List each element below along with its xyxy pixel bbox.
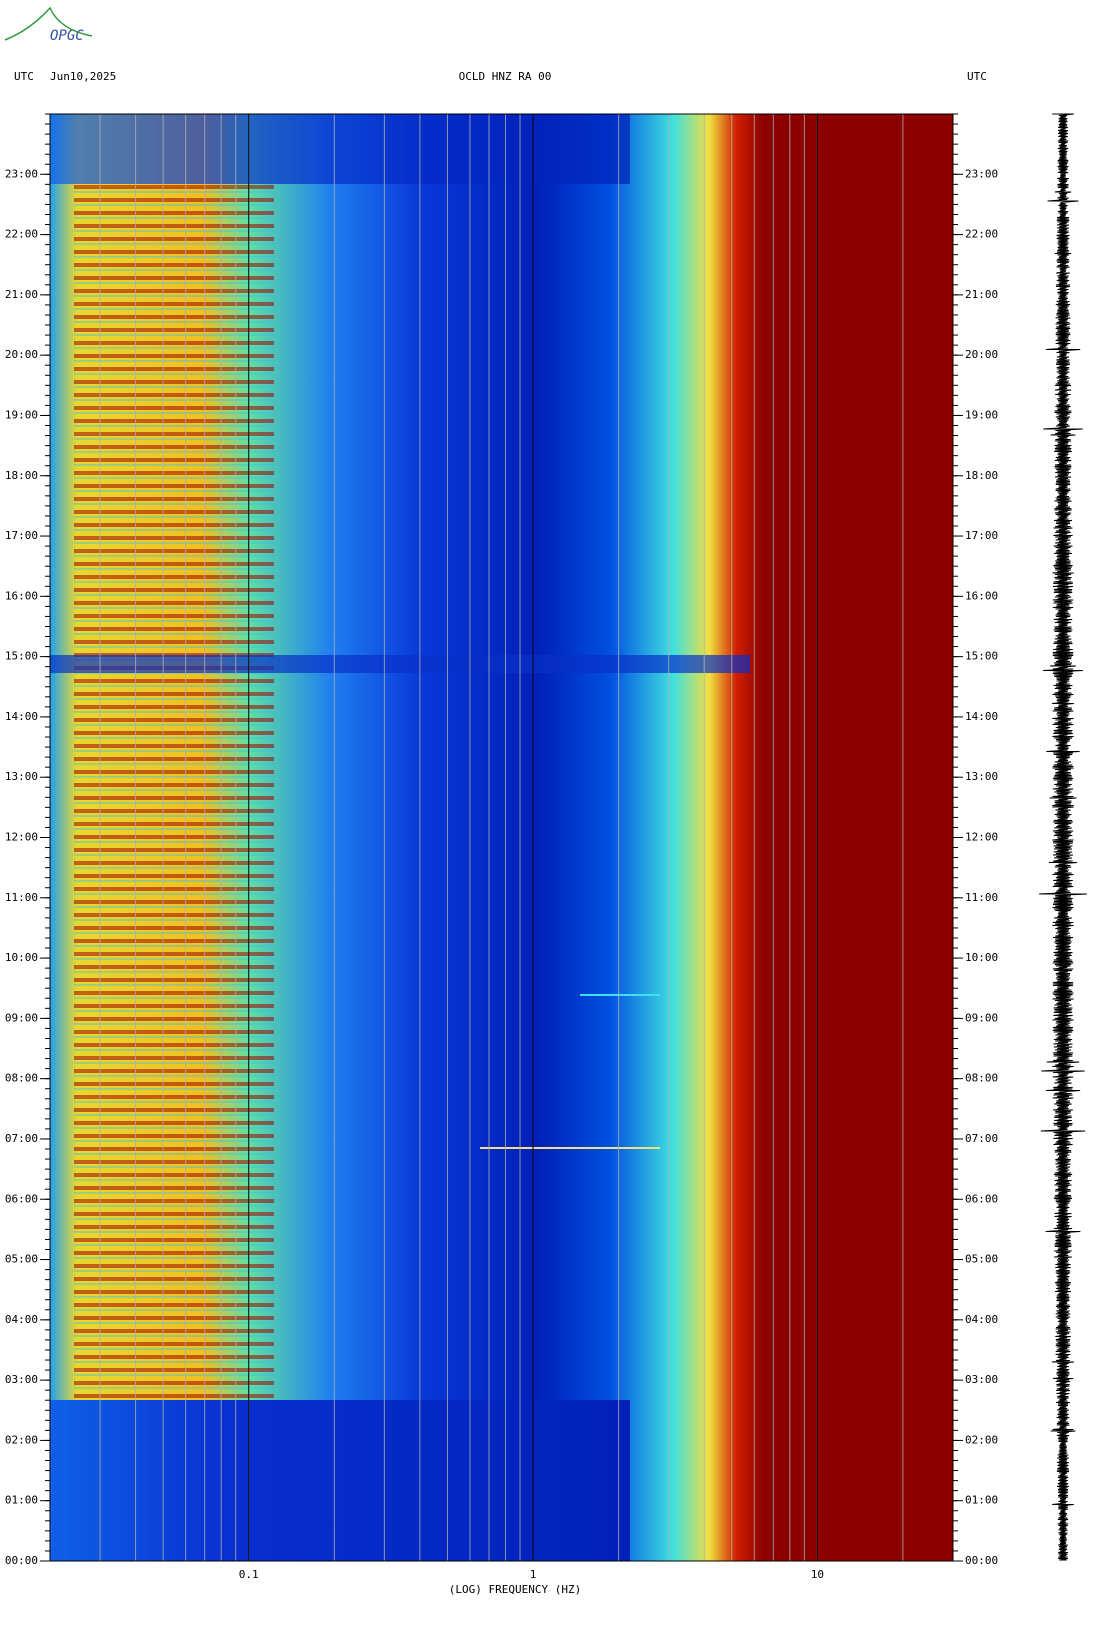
y-tick-label: 09:00 (5, 1011, 38, 1024)
y-tick-label: 20:00 (5, 348, 38, 361)
y-tick-label: 16:00 (965, 589, 998, 602)
y-tick-label: 02:00 (5, 1433, 38, 1446)
y-tick-label: 20:00 (965, 348, 998, 361)
y-tick-label: 22:00 (5, 228, 38, 241)
y-tick-label: 05:00 (5, 1253, 38, 1266)
y-tick-label: 12:00 (5, 831, 38, 844)
logo-mark (4, 6, 93, 41)
y-tick-label: 06:00 (965, 1192, 998, 1205)
spectrogram-quiet (50, 1400, 630, 1561)
header-left: UTC (14, 70, 34, 83)
y-tick-label: 23:00 (965, 167, 998, 180)
y-tick-label: 07:00 (5, 1132, 38, 1145)
y-tick-label: 03:00 (5, 1373, 38, 1386)
waveform (1039, 113, 1087, 1561)
y-tick-label: 18:00 (5, 469, 38, 482)
y-tick-label: 21:00 (5, 288, 38, 301)
y-tick-label: 07:00 (965, 1132, 998, 1145)
logo: OPGC (50, 28, 84, 44)
spectrogram-gap (50, 655, 750, 673)
date: Jun10,2025 (50, 70, 116, 83)
y-tick-label: 12:00 (965, 831, 998, 844)
y-tick-label: 06:00 (5, 1192, 38, 1205)
spectrogram-quiet (50, 114, 630, 184)
y-tick-label: 05:00 (965, 1253, 998, 1266)
y-tick-label: 04:00 (5, 1313, 38, 1326)
y-tick-label: 22:00 (965, 228, 998, 241)
y-tick-label: 03:00 (965, 1373, 998, 1386)
y-tick-label: 08:00 (965, 1072, 998, 1085)
x-tick-label: 10 (811, 1568, 824, 1581)
y-tick-label: 10:00 (965, 951, 998, 964)
y-tick-label: 17:00 (965, 529, 998, 542)
y-tick-label: 04:00 (965, 1313, 998, 1326)
y-tick-label: 11:00 (5, 891, 38, 904)
y-tick-label: 01:00 (5, 1494, 38, 1507)
y-tick-label: 21:00 (965, 288, 998, 301)
y-tick-label: 14:00 (965, 710, 998, 723)
y-tick-label: 19:00 (5, 408, 38, 421)
x-tick-label: 0.1 (239, 1568, 259, 1581)
y-tick-label: 08:00 (5, 1072, 38, 1085)
y-tick-label: 15:00 (965, 650, 998, 663)
y-tick-label: 19:00 (965, 408, 998, 421)
chart-title: OCLD HNZ RA 00 (459, 70, 552, 83)
y-tick-label: 09:00 (965, 1011, 998, 1024)
y-tick-label: 00:00 (5, 1554, 38, 1567)
y-tick-label: 11:00 (965, 891, 998, 904)
y-tick-label: 23:00 (5, 167, 38, 180)
header-right: UTC (967, 70, 987, 83)
x-tick-label: 1 (530, 1568, 537, 1581)
y-tick-label: 13:00 (965, 770, 998, 783)
plot-frame (49, 113, 954, 1562)
x-axis-label: (LOG) FREQUENCY (HZ) (449, 1583, 581, 1596)
y-tick-label: 00:00 (965, 1554, 998, 1567)
spectrogram-bands (74, 180, 274, 1400)
y-tick-label: 14:00 (5, 710, 38, 723)
y-tick-label: 17:00 (5, 529, 38, 542)
y-tick-label: 02:00 (965, 1433, 998, 1446)
y-tick-label: 13:00 (5, 770, 38, 783)
y-tick-label: 16:00 (5, 589, 38, 602)
y-tick-label: 01:00 (965, 1494, 998, 1507)
y-tick-label: 18:00 (965, 469, 998, 482)
y-tick-label: 10:00 (5, 951, 38, 964)
y-tick-label: 15:00 (5, 650, 38, 663)
